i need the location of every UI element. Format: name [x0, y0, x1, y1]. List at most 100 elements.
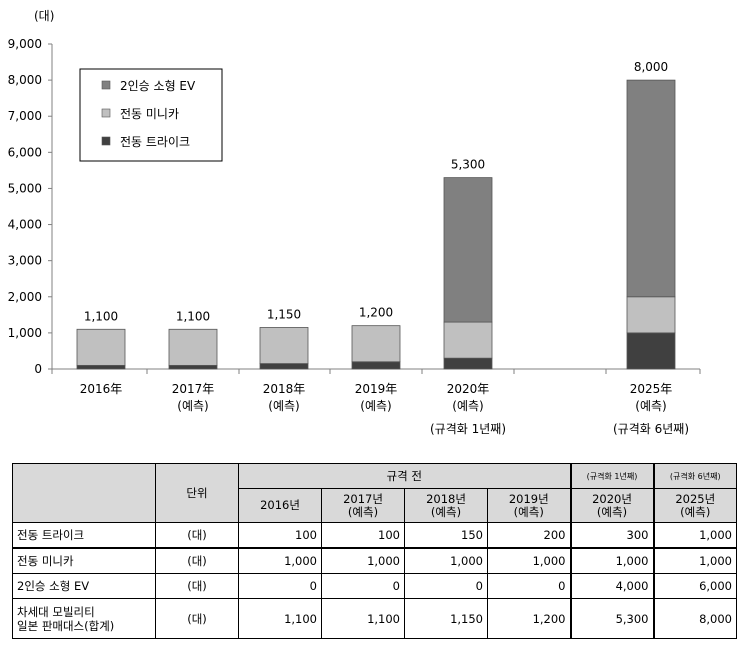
unit-label: (대) — [34, 9, 54, 23]
year-header: 2025년 (예측) — [652, 488, 737, 523]
table-cell: 150 — [404, 522, 488, 549]
x-tick-note: (예측) — [177, 399, 208, 413]
year-header-note: (예측) — [513, 504, 544, 519]
year-header-year: 2018년 — [426, 491, 466, 506]
table-cell: 1,000 — [321, 547, 405, 574]
group-header: 규격 전 — [238, 463, 571, 489]
row-unit: (대) — [155, 547, 239, 574]
x-tick-label: 2025年 — [630, 382, 673, 396]
table-row: 차세대 모빌리티 일본 판매대스(합계) (대) 1,100 1,100 1,150 1,2… — [12, 598, 737, 639]
year-header-year: 2025년 — [675, 491, 716, 506]
y-tick-label: 8,000 — [8, 73, 42, 87]
x-tick-label: 2018年 — [263, 382, 306, 396]
y-tick-label: 0 — [34, 362, 42, 376]
table-cell: 1,000 — [652, 522, 737, 549]
year-header-note: (예측) — [430, 504, 462, 519]
y-tick-label: 9,000 — [8, 37, 42, 51]
row-label: 전동 미니카 — [12, 547, 156, 574]
table-cell: 1,000 — [238, 547, 322, 574]
year-header: 2018년 (예측) — [404, 488, 488, 523]
table-cell: 1,000 — [487, 547, 571, 574]
x-tick-note: (예측) — [268, 399, 299, 413]
bar-total-label: 1,100 — [176, 309, 210, 323]
table-cell: 0 — [487, 573, 571, 599]
table-cell: 0 — [404, 573, 488, 599]
table-cell: 300 — [569, 522, 654, 549]
year-header-note: (예측) — [596, 504, 628, 519]
bar-segment — [76, 364, 126, 370]
year-header-note: (예측) — [680, 504, 711, 519]
table-row: 전동 트라이크 (대) 100 100 150 200 300 1,000 — [12, 522, 737, 549]
bar-total-label: 1,200 — [359, 306, 393, 320]
table-cell: 1,200 — [487, 598, 571, 639]
bar-segment — [626, 332, 676, 370]
table-corner-cell — [12, 463, 156, 523]
year-header-year: 2017년 — [343, 491, 383, 506]
bar-segment — [443, 177, 493, 323]
year-header-year: 2016년 — [260, 498, 300, 512]
x-tick-label: 2020年 — [447, 382, 490, 396]
year-header-note: (예측) — [347, 504, 379, 519]
row-label: 2인승 소형 EV — [12, 573, 156, 599]
legend-swatch — [101, 108, 111, 118]
bar-segment — [168, 328, 218, 366]
table-cell: 4,000 — [569, 573, 654, 599]
bar-segment — [443, 321, 493, 359]
year-header-year: 2019년 — [508, 491, 549, 506]
x-tick-label: 2017年 — [172, 382, 215, 396]
year-header: 2019년 (예측) — [487, 488, 571, 523]
legend-label: 2인승 소형 EV — [120, 79, 196, 93]
row-label: 전동 트라이크 — [12, 522, 156, 549]
y-tick-label: 7,000 — [8, 109, 42, 123]
x-tick-remark: (규격화 6년째) — [613, 422, 689, 436]
table-cell: 100 — [238, 522, 322, 549]
y-tick-label: 2,000 — [8, 290, 42, 304]
table-cell: 0 — [321, 573, 405, 599]
row-unit: (대) — [155, 598, 239, 639]
stacked-bar-chart: (대) 0 1,000 2,000 3,000 4,000 5,000 6,000 7,000 8… — [8, 9, 701, 436]
table-cell: 1,100 — [238, 598, 322, 639]
x-tick-remark: (규격화 1년째) — [430, 422, 506, 436]
year-header: 2016년 — [238, 488, 322, 523]
table-row: 전동 미니카 (대) 1,000 1,000 1,000 1,000 1,000 1,000 — [12, 547, 737, 574]
data-table: 단위 규격 전 (규격화 1년째) (규격화 6년째) 2016년 2017년 (예… — [12, 463, 737, 639]
table-cell: 1,000 — [404, 547, 488, 574]
year-header: 2020년 (예측) — [569, 488, 654, 523]
table-cell: 1,150 — [404, 598, 488, 639]
y-tick-label: 4,000 — [8, 218, 42, 232]
bar-segment — [626, 79, 676, 298]
x-tick-note: (예측) — [452, 399, 483, 413]
row-label: 차세대 모빌리티 일본 판매대스(합계) — [12, 598, 156, 639]
bar-total-label: 5,300 — [451, 158, 485, 172]
bar-segment — [76, 328, 126, 366]
table-cell: 0 — [238, 573, 322, 599]
y-tick-label: 1,000 — [8, 326, 42, 340]
table-cell: 1,000 — [569, 547, 654, 574]
table-cell: 1,000 — [652, 547, 737, 574]
x-tick-label: 2019年 — [355, 382, 398, 396]
row-label-line: 차세대 모빌리티 — [17, 604, 95, 619]
row-unit: (대) — [155, 522, 239, 549]
bar-segment — [443, 357, 493, 370]
bar-total-label: 8,000 — [634, 60, 668, 74]
x-tick-note: (예측) — [360, 399, 391, 413]
legend-label: 전동 트라이크 — [120, 135, 190, 149]
legend-label: 전동 미니카 — [120, 107, 179, 121]
table-cell: 200 — [487, 522, 571, 549]
y-tick-label: 3,000 — [8, 254, 42, 268]
unit-header: 단위 — [155, 463, 239, 523]
y-tick-label: 5,000 — [8, 181, 42, 195]
year-header: 2017년 (예측) — [321, 488, 405, 523]
table-cell: 100 — [321, 522, 405, 549]
x-tick-note: (예측) — [635, 399, 666, 413]
bar-segment — [351, 361, 401, 370]
bar-segment — [626, 296, 676, 334]
legend-swatch — [101, 136, 111, 146]
bar-segment — [168, 364, 218, 370]
year-header-year: 2020년 — [592, 491, 632, 506]
table-cell: 8,000 — [652, 598, 737, 639]
bar-total-label: 1,100 — [84, 309, 118, 323]
table-cell: 1,100 — [321, 598, 405, 639]
row-label-line: 일본 판매대스(합계) — [17, 618, 115, 633]
bar-total-label: 1,150 — [267, 307, 301, 321]
